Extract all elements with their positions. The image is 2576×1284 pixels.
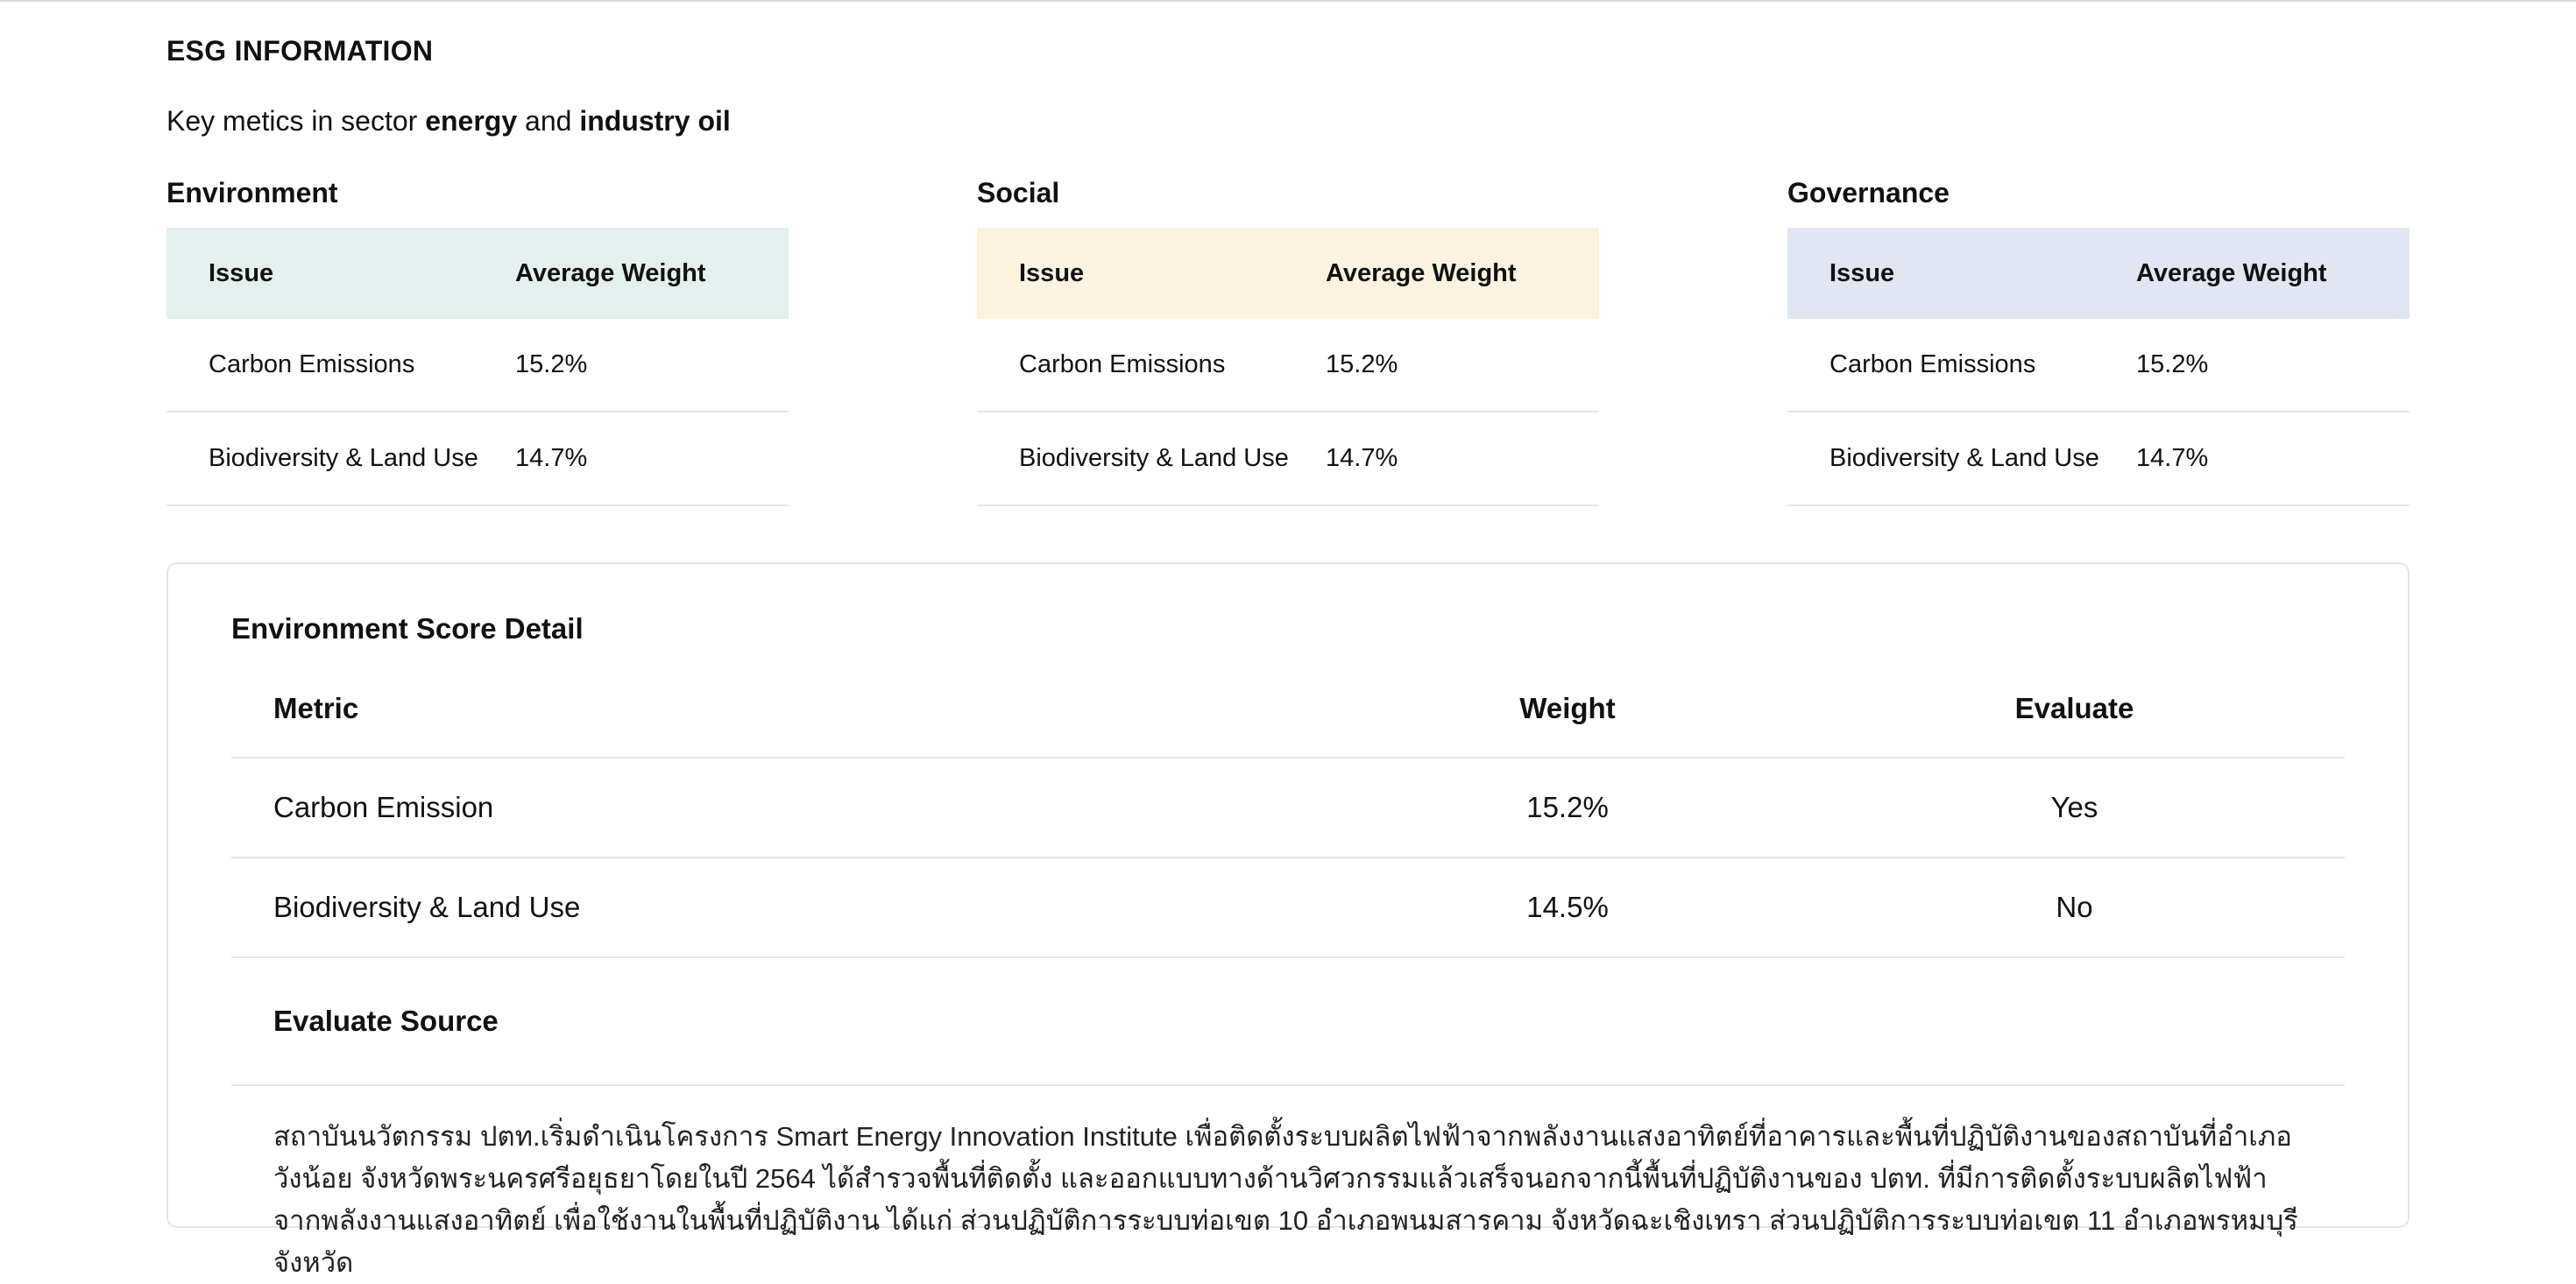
issue-cell: Biodiversity & Land Use xyxy=(1829,444,2099,472)
pillar-title: Governance xyxy=(1787,177,1950,208)
col-average-weight: Average Weight xyxy=(515,258,706,287)
evaluate-cell: Yes xyxy=(2050,791,2098,823)
weight-cell: 14.7% xyxy=(2136,444,2209,472)
issue-cell: Carbon Emissions xyxy=(1019,350,1226,378)
metric-cell: Biodiversity & Land Use xyxy=(273,891,581,923)
issue-cell: Biodiversity & Land Use xyxy=(1019,444,1289,472)
col-weight: Weight xyxy=(1519,692,1616,724)
table-header: Issue Average Weight xyxy=(1787,228,2410,319)
table-row: Carbon Emissions 15.2% xyxy=(1787,319,2410,413)
col-average-weight: Average Weight xyxy=(2136,258,2327,287)
weight-cell: 15.2% xyxy=(515,350,588,378)
evaluate-source-title: Evaluate Source xyxy=(231,958,2345,1086)
page-title: ESG INFORMATION xyxy=(166,35,434,67)
col-evaluate: Evaluate xyxy=(2014,692,2134,724)
weight-cell: 14.7% xyxy=(515,444,588,472)
subtitle-and: and xyxy=(517,105,580,137)
issue-cell: Biodiversity & Land Use xyxy=(209,444,478,472)
industry-name: industry oil xyxy=(579,105,731,137)
table-row: Biodiversity & Land Use 14.7% xyxy=(1787,413,2410,506)
social-table: Issue Average Weight Carbon Emissions 15… xyxy=(977,228,1599,506)
pillar-governance: Governance Issue Average Weight Carbon E… xyxy=(1787,175,2410,506)
evaluate-cell: No xyxy=(2056,891,2093,923)
governance-table: Issue Average Weight Carbon Emissions 15… xyxy=(1787,228,2410,506)
col-average-weight: Average Weight xyxy=(1326,258,1517,287)
weight-cell: 15.2% xyxy=(1326,350,1398,378)
table-row: Carbon Emission 15.2% Yes xyxy=(231,758,2345,858)
score-detail-card: Environment Score Detail Metric Weight E… xyxy=(166,562,2410,1278)
pillar-environment: Environment Issue Average Weight Carbon … xyxy=(166,175,789,506)
table-row: Biodiversity & Land Use 14.5% No xyxy=(231,858,2345,958)
col-issue: Issue xyxy=(1829,258,1895,287)
pillar-social: Social Issue Average Weight Carbon Emiss… xyxy=(977,175,1599,506)
issue-cell: Carbon Emissions xyxy=(1829,350,2036,378)
table-row: Carbon Emissions 15.2% xyxy=(166,319,789,413)
pillar-title: Social xyxy=(977,177,1060,208)
weight-cell: 15.2% xyxy=(2136,350,2209,378)
table-row: Biodiversity & Land Use 14.7% xyxy=(977,413,1599,506)
sector-subtitle: Key metics in sector energy and industry… xyxy=(166,105,731,138)
top-border xyxy=(0,0,2576,2)
issue-cell: Carbon Emissions xyxy=(209,350,415,378)
table-header: Issue Average Weight xyxy=(166,228,789,319)
weight-cell: 15.2% xyxy=(1526,791,1609,823)
table-row: Biodiversity & Land Use 14.7% xyxy=(166,413,789,506)
table-header: Metric Weight Evaluate xyxy=(231,660,2345,758)
pillar-title: Environment xyxy=(166,177,338,208)
evaluate-source-text: สถาบันนวัตกรรม ปตท.เริ่มดำเนินโครงการ Sm… xyxy=(273,1121,2298,1278)
table-row: Carbon Emissions 15.2% xyxy=(977,319,1599,413)
subtitle-prefix: Key metics in sector xyxy=(166,105,426,137)
col-metric: Metric xyxy=(273,692,359,724)
col-issue: Issue xyxy=(209,258,274,287)
metric-cell: Carbon Emission xyxy=(273,791,494,823)
table-header: Issue Average Weight xyxy=(977,228,1599,319)
sector-name: energy xyxy=(425,105,518,137)
score-detail-table: Metric Weight Evaluate Carbon Emission 1… xyxy=(231,660,2345,1284)
col-issue: Issue xyxy=(1019,258,1085,287)
environment-table: Issue Average Weight Carbon Emissions 15… xyxy=(166,228,789,506)
weight-cell: 14.5% xyxy=(1526,891,1609,923)
card-title: Environment Score Detail xyxy=(231,612,584,645)
weight-cell: 14.7% xyxy=(1326,444,1398,472)
